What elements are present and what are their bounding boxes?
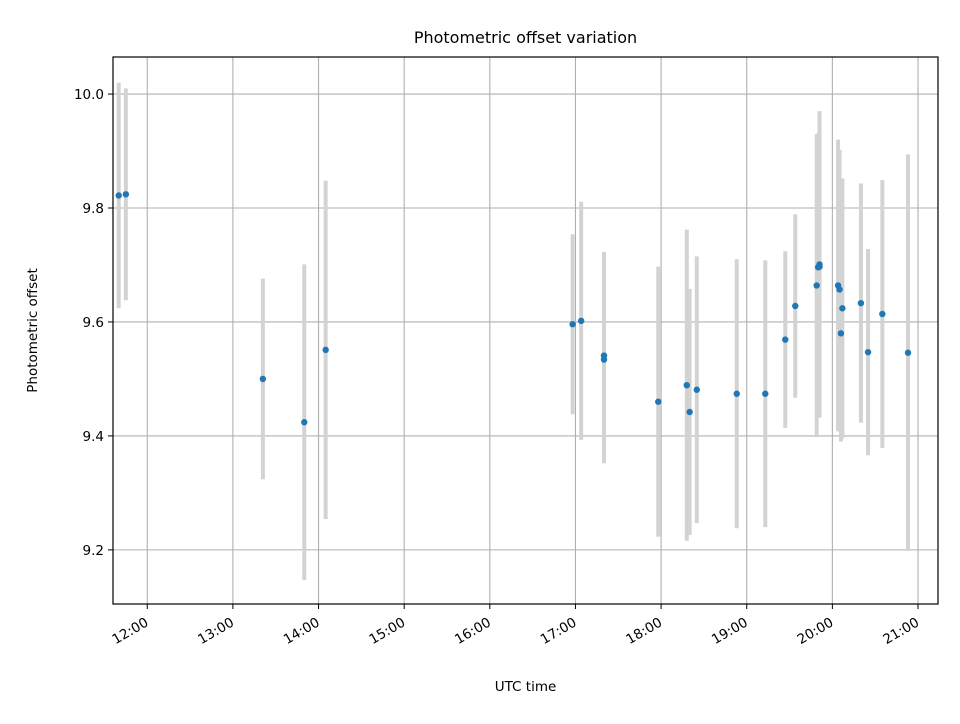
y-tick-label: 9.2: [83, 543, 104, 559]
data-point: [569, 321, 576, 328]
data-point: [782, 336, 789, 343]
y-axis-label: Photometric offset: [25, 268, 41, 392]
data-points: [115, 191, 912, 426]
data-point: [122, 191, 130, 198]
data-point: [762, 390, 769, 397]
data-point: [577, 317, 585, 325]
grid-lines: [113, 57, 938, 604]
data-point: [655, 398, 662, 405]
data-point: [115, 192, 122, 199]
x-axis-label: UTC time: [495, 679, 557, 695]
data-point: [322, 346, 329, 354]
data-point: [683, 382, 690, 389]
data-point: [813, 282, 820, 289]
y-tick-label: 9.8: [83, 201, 104, 217]
y-tick-label: 9.6: [83, 315, 104, 331]
data-point: [600, 352, 608, 359]
data-point: [259, 375, 267, 383]
data-point: [792, 302, 799, 310]
data-point: [839, 305, 846, 312]
data-point: [733, 390, 740, 397]
data-point: [904, 349, 912, 356]
data-point: [693, 386, 700, 393]
data-point: [836, 286, 843, 293]
data-point: [686, 408, 693, 416]
data-point: [864, 348, 872, 356]
y-tick-label: 9.4: [83, 429, 104, 445]
plot-frame: [112, 56, 939, 605]
y-tick-label: 10.0: [74, 87, 104, 103]
data-point: [301, 419, 308, 426]
data-point: [816, 263, 823, 270]
data-point: [837, 330, 845, 337]
data-point: [879, 310, 886, 318]
data-point: [857, 299, 865, 307]
chart-title: Photometric offset variation: [414, 28, 637, 47]
